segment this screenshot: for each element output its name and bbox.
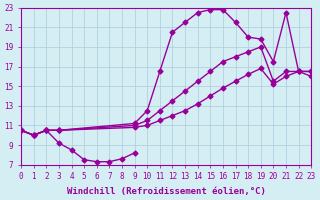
X-axis label: Windchill (Refroidissement éolien,°C): Windchill (Refroidissement éolien,°C)	[67, 187, 266, 196]
